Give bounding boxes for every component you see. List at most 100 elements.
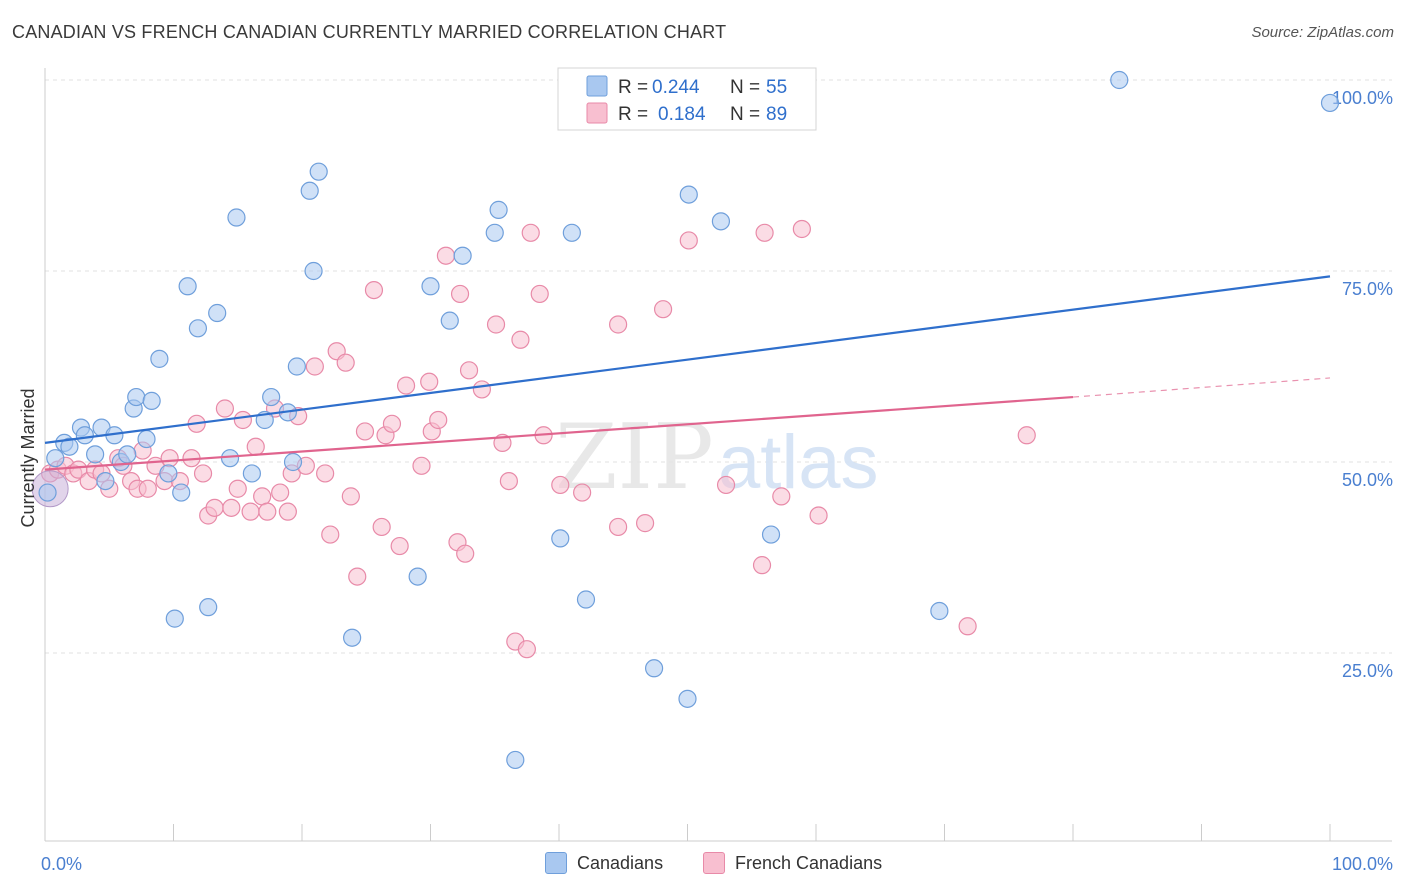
french-canadians-point-17 xyxy=(160,449,179,468)
canadians-point-51 xyxy=(930,601,949,621)
canadians-point-39 xyxy=(453,246,472,265)
french-canadians-point-64 xyxy=(499,472,518,491)
legend-n-value-canadians: 55 xyxy=(766,77,787,98)
canadians-point-19 xyxy=(172,483,191,502)
canadians-point-46 xyxy=(644,659,664,678)
french-canadians-point-29 xyxy=(246,437,265,456)
legend-r-label-canadians: R = xyxy=(618,77,648,98)
french-canadians-point-34 xyxy=(278,502,297,521)
y-axis-label: Currently Married xyxy=(18,388,38,527)
french-canadians-point-40 xyxy=(321,525,340,544)
canadians-point-34 xyxy=(309,162,328,181)
canadians-point-47 xyxy=(678,689,697,708)
french-canadians-point-52 xyxy=(412,456,431,475)
french-canadians-point-31 xyxy=(258,502,277,521)
canadians-point-5 xyxy=(75,426,94,445)
french-canadians-point-61 xyxy=(472,380,491,399)
y-tick-label-25: 25.0% xyxy=(1342,661,1393,681)
legend-bottom-canadians[interactable]: Canadians xyxy=(545,852,663,874)
watermark: ZIP atlas xyxy=(555,405,879,510)
french-canadians-point-38 xyxy=(305,357,324,376)
canadians-point-15 xyxy=(142,391,161,410)
canadians-point-45 xyxy=(576,590,596,609)
french-canadians-point-74 xyxy=(609,517,628,537)
y-tick-label-100: 100.0% xyxy=(1332,88,1393,108)
french-canadians-point-28 xyxy=(241,502,260,521)
french-canadians-point-43 xyxy=(341,487,360,506)
canadians-point-0 xyxy=(38,483,57,502)
canadians-point-28 xyxy=(262,387,281,407)
canadians-point-24 xyxy=(220,449,240,468)
legend-bottom-french-canadians[interactable]: French Canadians xyxy=(703,852,882,874)
legend-bottom-label-french-canadians: French Canadians xyxy=(735,852,883,873)
canadians-point-1 xyxy=(46,449,65,468)
french-canadians-trend-extension xyxy=(1072,377,1331,398)
french-canadians-point-73 xyxy=(609,315,628,334)
french-canadians-points xyxy=(31,219,1036,659)
canadians-point-25 xyxy=(227,208,246,227)
canadians-point-30 xyxy=(283,452,303,472)
legend-r-value-canadians: 0.244 xyxy=(652,77,700,98)
legend-bottom-swatch-french-canadians xyxy=(703,852,725,874)
french-canadians-point-79 xyxy=(752,556,772,575)
french-canadians-point-69 xyxy=(530,284,549,304)
canadians-point-37 xyxy=(421,277,440,296)
french-canadians-point-26 xyxy=(228,479,247,498)
french-canadians-point-42 xyxy=(336,353,355,372)
french-canadians-point-80 xyxy=(755,223,774,242)
french-canadians-point-83 xyxy=(809,506,828,525)
french-canadians-point-56 xyxy=(436,246,456,265)
french-canadians-point-85 xyxy=(1017,426,1036,445)
canadians-point-20 xyxy=(178,277,197,296)
french-canadians-point-59 xyxy=(456,544,475,563)
canadians-point-38 xyxy=(440,311,459,330)
canadians-point-44 xyxy=(562,223,581,242)
french-canadians-point-72 xyxy=(573,483,592,502)
source-credit: Source: ZipAtlas.com xyxy=(1251,24,1394,41)
french-canadians-point-67 xyxy=(517,640,536,659)
canadians-point-35 xyxy=(343,628,362,647)
french-canadians-point-46 xyxy=(364,281,384,300)
canadians-point-50 xyxy=(761,525,781,544)
french-canadians-point-75 xyxy=(635,514,655,533)
canadians-point-11 xyxy=(118,445,137,464)
french-canadians-point-50 xyxy=(390,536,409,556)
y-tick-label-75: 75.0% xyxy=(1342,279,1393,299)
french-canadians-point-23 xyxy=(205,498,224,517)
french-canadians-point-51 xyxy=(396,376,416,395)
axis-layer: 25.0% 50.0% 75.0% 100.0% 0.0% 100.0% xyxy=(41,68,1393,874)
french-canadians-point-14 xyxy=(138,479,157,498)
legend-swatch-canadians xyxy=(586,75,608,97)
french-canadians-point-27 xyxy=(233,410,252,430)
watermark-atlas: atlas xyxy=(718,420,879,505)
canadians-point-53 xyxy=(1320,93,1340,113)
french-canadians-point-39 xyxy=(316,464,335,483)
french-canadians-point-49 xyxy=(382,414,402,433)
x-tick-label-min: 0.0% xyxy=(41,854,82,874)
french-canadians-point-21 xyxy=(193,464,213,483)
french-canadians-point-24 xyxy=(215,399,234,418)
french-canadians-point-62 xyxy=(486,315,506,334)
chart-title: CANADIAN VS FRENCH CANADIAN CURRENTLY MA… xyxy=(12,22,727,42)
legend-n-value-french-canadians: 89 xyxy=(766,104,787,125)
canadians-point-8 xyxy=(96,472,115,491)
french-canadians-point-25 xyxy=(222,498,241,517)
french-canadians-point-44 xyxy=(348,567,367,586)
legend-bottom-label-canadians: Canadians xyxy=(577,852,664,873)
grid-layer xyxy=(45,79,1392,654)
canadians-point-6 xyxy=(86,445,105,464)
french-canadians-point-47 xyxy=(372,517,391,537)
french-canadians-point-53 xyxy=(420,372,439,391)
french-canadians-trend-line xyxy=(44,395,1074,471)
french-canadians-point-77 xyxy=(679,231,698,250)
legend-top: R = 0.244 N = 55 R = 0.184 N = 89 xyxy=(557,67,817,131)
legend-r-label-french-canadians: R = xyxy=(618,104,648,125)
canadians-point-13 xyxy=(127,387,146,407)
canadians-point-26 xyxy=(242,464,261,483)
canadians-point-3 xyxy=(60,437,79,456)
legend-swatch-french-canadians xyxy=(586,102,608,124)
canadians-point-41 xyxy=(489,200,508,219)
french-canadians-point-33 xyxy=(271,483,290,502)
legend-bottom-swatch-canadians xyxy=(545,852,567,874)
